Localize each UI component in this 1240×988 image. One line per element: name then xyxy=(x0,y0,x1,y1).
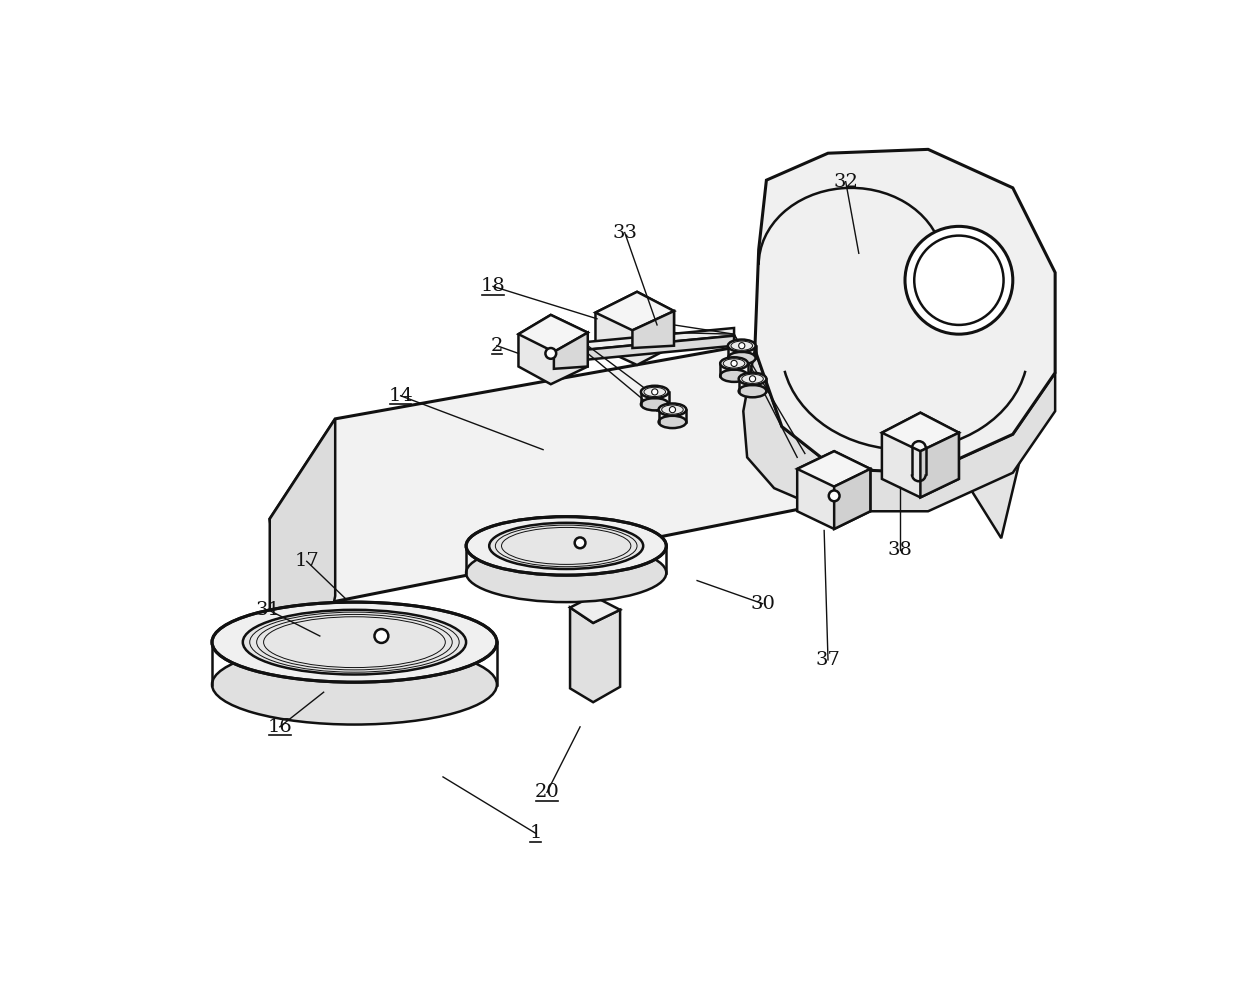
Circle shape xyxy=(732,361,737,367)
Text: 33: 33 xyxy=(613,223,637,241)
Polygon shape xyxy=(595,291,675,330)
Polygon shape xyxy=(797,452,870,487)
Polygon shape xyxy=(570,608,620,702)
Polygon shape xyxy=(962,403,1021,538)
Circle shape xyxy=(546,348,557,359)
Ellipse shape xyxy=(466,517,666,575)
Circle shape xyxy=(652,389,658,395)
Ellipse shape xyxy=(466,543,666,602)
Text: 16: 16 xyxy=(268,718,293,736)
Ellipse shape xyxy=(490,523,644,569)
Polygon shape xyxy=(270,326,982,612)
Circle shape xyxy=(914,235,1003,325)
Polygon shape xyxy=(920,433,959,497)
Ellipse shape xyxy=(641,385,668,398)
Polygon shape xyxy=(588,328,734,350)
Polygon shape xyxy=(570,596,620,622)
Polygon shape xyxy=(595,291,675,365)
Polygon shape xyxy=(270,419,335,689)
Polygon shape xyxy=(743,350,1055,511)
Polygon shape xyxy=(588,336,734,360)
Ellipse shape xyxy=(739,385,766,397)
Ellipse shape xyxy=(212,602,497,682)
Text: 31: 31 xyxy=(255,601,280,618)
Polygon shape xyxy=(518,315,588,352)
Circle shape xyxy=(739,343,745,349)
Text: 17: 17 xyxy=(294,552,319,570)
Polygon shape xyxy=(882,413,959,497)
Circle shape xyxy=(828,490,839,501)
Circle shape xyxy=(574,537,585,548)
Text: 32: 32 xyxy=(833,173,858,191)
Circle shape xyxy=(374,629,388,643)
Ellipse shape xyxy=(641,398,668,410)
Ellipse shape xyxy=(658,403,686,416)
Polygon shape xyxy=(882,413,959,452)
Ellipse shape xyxy=(720,358,748,370)
Text: 30: 30 xyxy=(750,595,775,613)
Polygon shape xyxy=(554,333,588,369)
Text: 14: 14 xyxy=(388,386,413,405)
Text: 18: 18 xyxy=(481,278,506,295)
Text: 37: 37 xyxy=(816,651,841,669)
Text: 2: 2 xyxy=(491,337,503,355)
Ellipse shape xyxy=(720,370,748,382)
Text: 1: 1 xyxy=(529,824,542,842)
Polygon shape xyxy=(755,149,1055,473)
Text: 20: 20 xyxy=(534,783,559,801)
Ellipse shape xyxy=(728,340,755,352)
Ellipse shape xyxy=(243,610,466,675)
Circle shape xyxy=(670,406,676,413)
Circle shape xyxy=(749,375,755,382)
Ellipse shape xyxy=(658,416,686,428)
Text: 38: 38 xyxy=(887,540,913,559)
Polygon shape xyxy=(632,311,675,348)
Circle shape xyxy=(905,226,1013,334)
Polygon shape xyxy=(835,469,870,529)
Ellipse shape xyxy=(212,644,497,724)
Polygon shape xyxy=(518,315,588,384)
Ellipse shape xyxy=(739,372,766,385)
Polygon shape xyxy=(797,452,870,529)
Ellipse shape xyxy=(728,352,755,365)
